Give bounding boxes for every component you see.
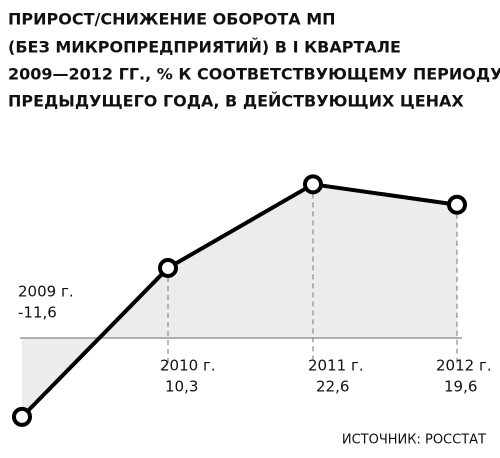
category-label: 2010 г. [160, 357, 216, 375]
point [303, 174, 323, 195]
category-label: 2009 г. [18, 283, 74, 301]
title-block: Прирост/снижение оборота МП (без микропр… [8, 10, 500, 111]
category-label: 2011 г. [308, 357, 364, 375]
value-label: -11,6 [18, 304, 57, 322]
area [22, 184, 457, 417]
chart-title: Прирост/снижение оборота МП [8, 10, 336, 29]
chart-title: 2009—2012 гг., % к соответствующему пери… [8, 65, 500, 84]
chart-title: (без микропредприятий) в I квартале [8, 38, 401, 57]
chart-title: предыдущего года, в действующих ценах [8, 92, 464, 111]
value-label: 10,3 [165, 378, 198, 396]
source: ИСТОЧНИК: РОССТАТ [342, 433, 486, 448]
category-label: 2012 г. [436, 357, 492, 375]
value-label: 22,6 [316, 378, 349, 396]
line [20, 182, 458, 419]
point [447, 194, 467, 215]
point [12, 406, 32, 427]
point [158, 257, 178, 278]
value-label: 19,6 [444, 378, 477, 396]
